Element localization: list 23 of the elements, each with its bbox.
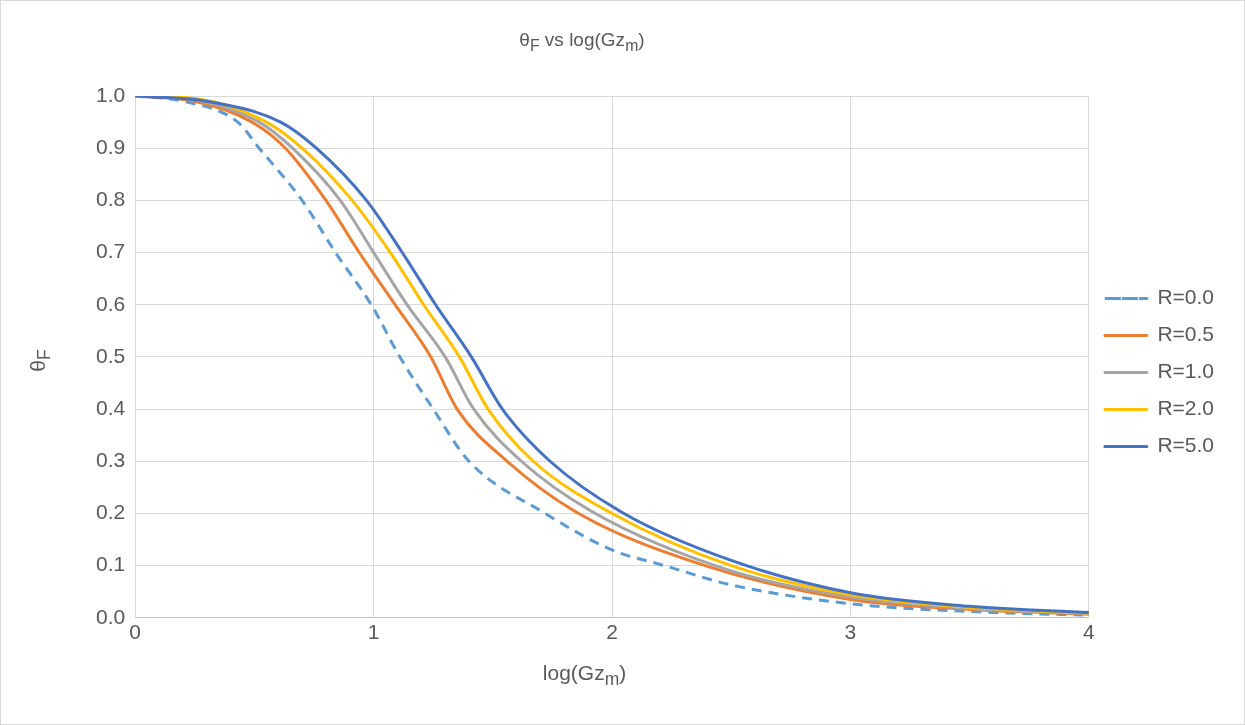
x-tick-label: 1 (367, 620, 380, 644)
y-tick-label: 0.9 (95, 134, 126, 158)
chart-title: θ$_{F}$ vs log(Gz$_{m}$) (518, 29, 646, 55)
x-tick-label: 3 (844, 620, 857, 644)
y-tick-label: 1.0 (95, 82, 126, 106)
legend-label: R=0.0 (1157, 285, 1214, 309)
y-tick-label: 0.2 (95, 500, 126, 524)
y-tick-label: 0.6 (95, 291, 126, 315)
y-tick-label: 0.4 (95, 395, 126, 419)
y-tick-label: 0.1 (95, 552, 126, 576)
x-tick-label: 4 (1083, 620, 1096, 644)
y-tick-label: 0.7 (95, 239, 126, 263)
legend-label: R=1.0 (1157, 359, 1214, 383)
y-tick-label: 0.3 (95, 448, 126, 472)
legend-label: R=2.0 (1157, 396, 1214, 420)
legend-label: R=5.0 (1157, 433, 1214, 457)
y-tick-label: 0.8 (95, 187, 126, 211)
y-tick-label: 0.0 (95, 604, 126, 628)
y-tick-label: 0.5 (95, 343, 126, 367)
legend-label: R=0.5 (1157, 322, 1214, 346)
x-axis-title: log(Gz$_{m}$) (541, 661, 628, 691)
x-tick-label: 0 (129, 620, 142, 644)
x-tick-label: 2 (606, 620, 618, 644)
